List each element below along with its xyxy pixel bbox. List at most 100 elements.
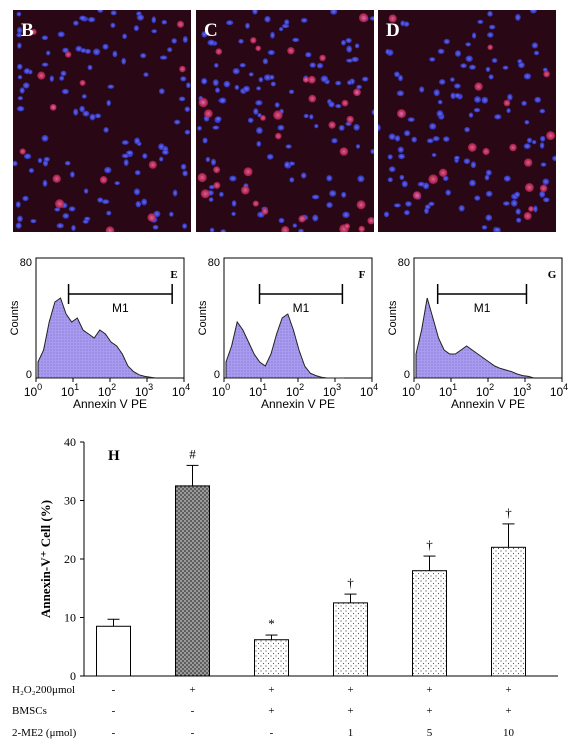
nucleus-blue [503,175,511,182]
nucleus-blue [300,17,308,23]
nucleus-blue [398,153,405,160]
nucleus-blue [474,96,481,103]
apoptotic-cell-red [539,184,548,193]
nucleus-blue [231,211,236,216]
apoptotic-cell-red [204,109,213,118]
apoptotic-cell-red [474,82,483,91]
nucleus-blue [134,137,141,145]
nucleus-blue [385,48,390,55]
x-axis-label: Annexin V PE [451,397,525,411]
nucleus-blue [341,39,346,46]
nucleus-blue [354,43,360,49]
nucleus-blue [429,57,436,62]
apoptotic-cell-red [339,147,349,156]
x-tick-exponent: 1 [74,382,79,392]
nucleus-blue [174,119,181,125]
nucleus-blue [542,178,550,185]
nucleus-blue [469,64,476,70]
nucleus-blue [133,188,141,196]
y-axis-label: Counts [9,300,21,335]
nucleus-blue [49,75,54,82]
nucleus-blue [46,50,51,56]
gate-label: M1 [293,301,310,315]
nucleus-blue [347,80,352,85]
nucleus-blue [141,198,148,206]
bar [254,639,289,677]
nucleus-blue [106,99,111,107]
nucleus-blue [442,175,449,182]
nucleus-blue [151,29,158,34]
nucleus-blue [464,126,470,133]
apoptotic-cell-red [105,226,115,232]
nucleus-blue [73,20,79,26]
nucleus-blue [159,156,164,162]
condition-value: + [268,705,275,717]
y-tick-min: 0 [26,369,32,381]
x-tick-exponent: 2 [111,382,116,392]
nucleus-blue [493,227,501,232]
nucleus-blue [184,129,191,135]
nucleus-blue [529,10,537,14]
nucleus-blue [180,163,187,170]
nucleus-blue [245,22,250,29]
nucleus-blue [417,181,425,187]
condition-value: + [426,705,433,717]
apoptotic-cell-red [341,99,349,107]
nucleus-blue [523,73,532,80]
nucleus-blue [23,153,32,160]
nucleus-blue [424,204,431,210]
condition-value: - [111,705,116,717]
bar [96,625,131,677]
condition-value: + [268,684,275,696]
apoptotic-cell-red [260,115,266,121]
micrograph-d: D [378,10,556,232]
nucleus-blue [161,149,169,155]
nucleus-blue [186,82,191,89]
nucleus-blue [87,64,93,71]
nucleus-blue [270,81,276,87]
condition-value: + [505,684,512,696]
x-tick-exponent: 4 [563,382,568,392]
nucleus-blue [445,189,451,196]
nucleus-blue [341,191,347,198]
apoptotic-cell-red [213,181,221,189]
nucleus-blue [454,155,460,160]
apoptotic-cell-red [298,215,306,223]
nucleus-blue [532,140,537,145]
nucleus-blue [460,63,467,69]
nucleus-blue [262,58,269,65]
apoptotic-cell-red [428,174,438,184]
apoptotic-cell-red [543,70,550,78]
nucleus-blue [285,144,292,149]
nucleus-blue [267,49,275,56]
nucleus-blue [388,166,396,173]
nucleus-blue [300,172,307,179]
significance-marker: † [426,537,433,552]
nucleus-blue [491,58,498,63]
nucleus-blue [398,74,403,82]
nucleus-blue [468,112,474,118]
nucleus-blue [484,174,490,181]
nucleus-blue [369,16,374,21]
apoptotic-cell-red [487,44,493,51]
nucleus-blue [288,89,295,95]
apoptotic-cell-red [397,109,406,119]
nucleus-blue [303,113,309,119]
nucleus-blue [123,159,129,167]
nucleus-blue [292,37,300,43]
nucleus-blue [238,38,244,44]
nucleus-blue [469,179,476,187]
nucleus-blue [252,10,258,15]
nucleus-blue [515,13,521,21]
nucleus-blue [28,168,35,173]
nucleus-blue [432,136,440,142]
x-tick-label: 104 [360,382,378,399]
nucleus-blue [256,86,262,91]
nucleus-blue [312,214,319,222]
nucleus-blue [450,92,456,100]
nucleus-blue [232,68,240,75]
nucleus-blue [112,50,118,58]
apoptotic-cell-red [250,37,257,44]
nucleus-blue [17,42,22,49]
nucleus-blue [83,188,89,194]
